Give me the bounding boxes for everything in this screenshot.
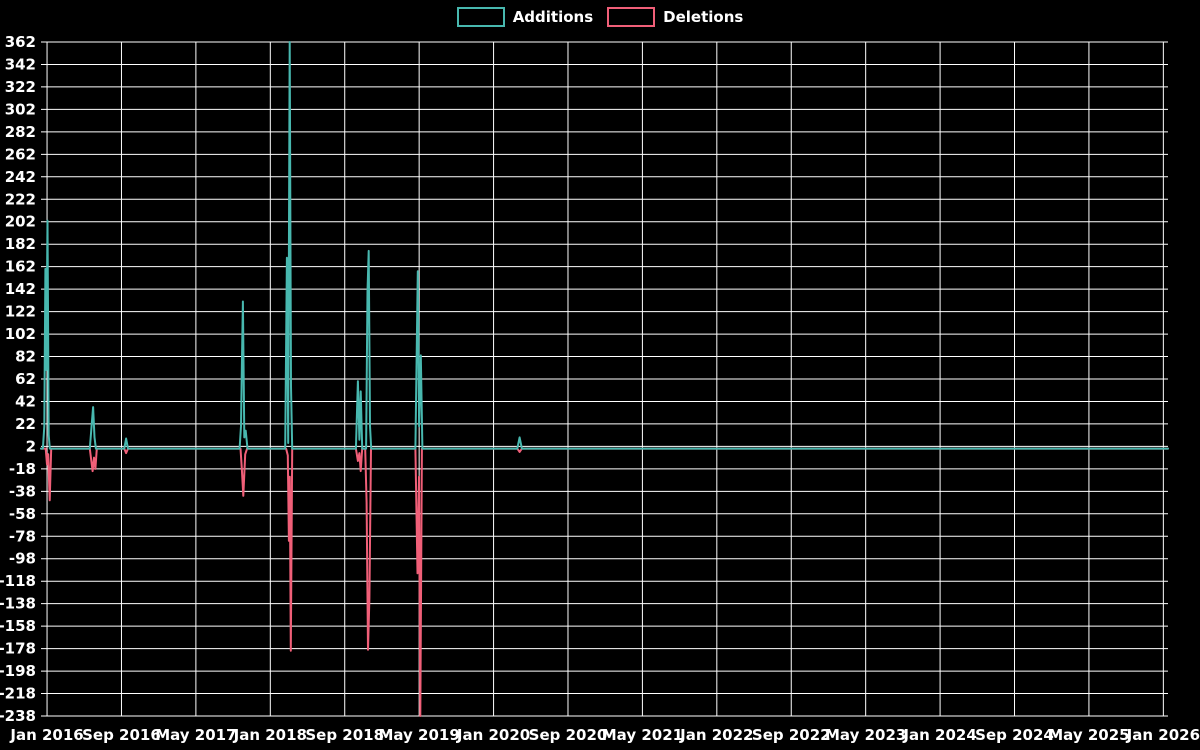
y-tick-label: 62 [15,370,36,388]
y-tick-label: 222 [5,190,36,208]
y-tick-label: -178 [0,640,36,658]
y-tick-label: -138 [0,595,36,613]
x-tick-label: May 2021 [602,726,683,744]
y-tick-label: 142 [5,280,36,298]
legend-label-deletions: Deletions [663,8,744,26]
y-tick-label: 42 [15,392,36,410]
y-tick-label: -58 [9,505,36,523]
x-tick-label: Jan 2024 [902,726,976,744]
y-tick-label: -98 [9,550,36,568]
y-tick-label: 342 [5,55,36,73]
x-tick-label: Jan 2026 [1126,726,1200,744]
x-tick-label: Sep 2018 [305,726,384,744]
y-tick-label: -218 [0,685,36,703]
y-tick-label: 22 [15,415,36,433]
y-tick-label: 82 [15,348,36,366]
y-tick-label: -38 [9,482,36,500]
legend-item-deletions[interactable]: Deletions [607,7,743,27]
y-tick-label: 362 [5,33,36,51]
y-tick-label: -78 [9,527,36,545]
y-tick-label: -158 [0,617,36,635]
x-tick-label: Jan 2020 [456,726,530,744]
y-tick-label: 262 [5,145,36,163]
x-tick-label: Sep 2024 [975,726,1054,744]
deletions-line [40,447,1169,717]
y-tick-label: 162 [5,258,36,276]
y-tick-label: -118 [0,572,36,590]
x-tick-label: Jan 2022 [679,726,753,744]
deletions-swatch-icon [607,7,656,27]
x-tick-label: May 2017 [155,726,236,744]
y-tick-label: 2 [26,437,36,455]
y-tick-label: 182 [5,235,36,253]
y-tick-label: 302 [5,100,36,118]
y-tick-label: 122 [5,303,36,321]
x-tick-label: Sep 2016 [82,726,161,744]
y-tick-label: -198 [0,662,36,680]
x-tick-label: Sep 2022 [752,726,831,744]
y-tick-label: -238 [0,707,36,725]
chart-legend: Additions Deletions [0,7,1200,27]
x-tick-label: May 2019 [378,726,459,744]
x-tick-label: Sep 2020 [529,726,608,744]
y-tick-label: 202 [5,213,36,231]
y-tick-label: 102 [5,325,36,343]
x-tick-label: May 2025 [1048,726,1129,744]
legend-item-additions[interactable]: Additions [456,7,594,27]
additions-line [40,41,1169,450]
y-tick-label: -18 [9,460,36,478]
y-tick-label: 322 [5,78,36,96]
additions-swatch-icon [456,7,505,27]
y-tick-label: 282 [5,123,36,141]
x-tick-label: Jan 2018 [233,726,307,744]
x-tick-label: May 2023 [825,726,906,744]
legend-label-additions: Additions [512,8,594,26]
y-tick-label: 242 [5,168,36,186]
x-tick-label: Jan 2016 [9,726,83,744]
